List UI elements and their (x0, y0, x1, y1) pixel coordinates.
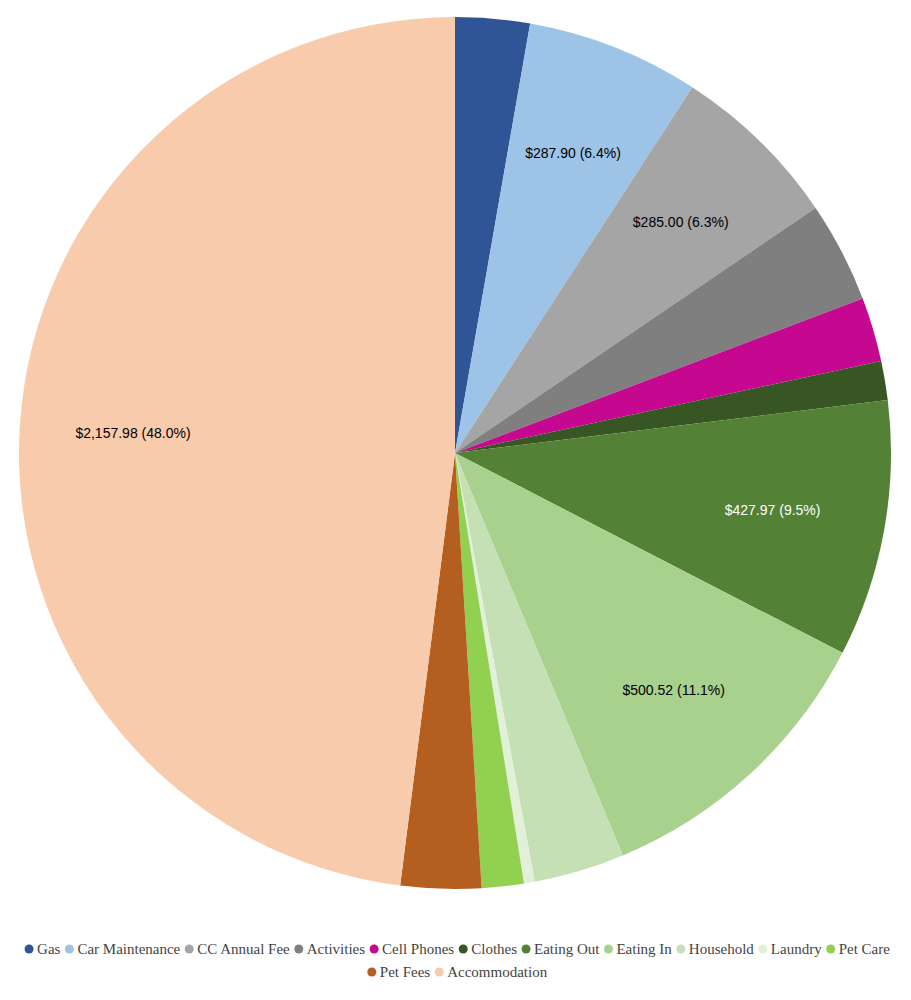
legend-label: Pet Fees (380, 964, 431, 980)
legend-item: CC Annual Fee (185, 941, 290, 957)
legend-marker (522, 945, 531, 954)
legend-item: Household (676, 941, 754, 957)
legend-item: Car Maintenance (65, 941, 181, 957)
legend-marker (459, 945, 468, 954)
legend-item: Laundry (758, 941, 822, 957)
legend-label: Clothes (471, 941, 517, 957)
legend-item: Eating Out (522, 941, 601, 957)
chart: $287.90 (6.4%) $285.00 (6.3%) $427.97 (9.5… (0, 0, 911, 1000)
pie-slice (19, 17, 455, 886)
legend-item: Activities (294, 941, 365, 957)
legend-label: Accommodation (447, 964, 547, 980)
legend-label: Eating Out (534, 941, 600, 957)
legend-marker (185, 945, 194, 954)
legend-label: Household (689, 941, 754, 957)
legend-label: Pet Care (839, 941, 891, 957)
legend-label: Laundry (771, 941, 822, 957)
legend-marker (758, 945, 767, 954)
legend-marker (294, 945, 303, 954)
data-label: $285.00 (6.3%) (633, 214, 729, 230)
legend-marker (435, 968, 444, 977)
legend-label: Cell Phones (382, 941, 454, 957)
pie (19, 17, 891, 889)
data-labels: $287.90 (6.4%) $285.00 (6.3%) $427.97 (9.5… (75, 145, 820, 698)
legend-item: Clothes (459, 941, 517, 957)
data-label: $2,157.98 (48.0%) (75, 425, 190, 441)
legend-label: Car Maintenance (77, 941, 180, 957)
legend-label: Activities (307, 941, 365, 957)
legend-label: CC Annual Fee (197, 941, 290, 957)
legend-item: Eating In (604, 941, 672, 957)
legend-marker (676, 945, 685, 954)
legend-item: Gas (25, 941, 61, 957)
legend-item: Pet Fees (367, 964, 430, 980)
legend-marker (367, 968, 376, 977)
legend-label: Eating In (616, 941, 672, 957)
data-label: $287.90 (6.4%) (525, 145, 621, 161)
legend-marker (65, 945, 74, 954)
legend-item: Pet Care (826, 941, 890, 957)
data-label: $500.52 (11.1%) (622, 682, 724, 698)
data-label: $427.97 (9.5%) (725, 502, 821, 518)
legend-marker (370, 945, 379, 954)
legend-item: Cell Phones (370, 941, 455, 957)
legend: Gas Car Maintenance CC Annual Fee Activitie… (25, 941, 891, 980)
legend-marker (25, 945, 34, 954)
legend-item: Accommodation (435, 964, 548, 980)
legend-label: Gas (37, 941, 60, 957)
legend-marker (604, 945, 613, 954)
legend-marker (826, 945, 835, 954)
